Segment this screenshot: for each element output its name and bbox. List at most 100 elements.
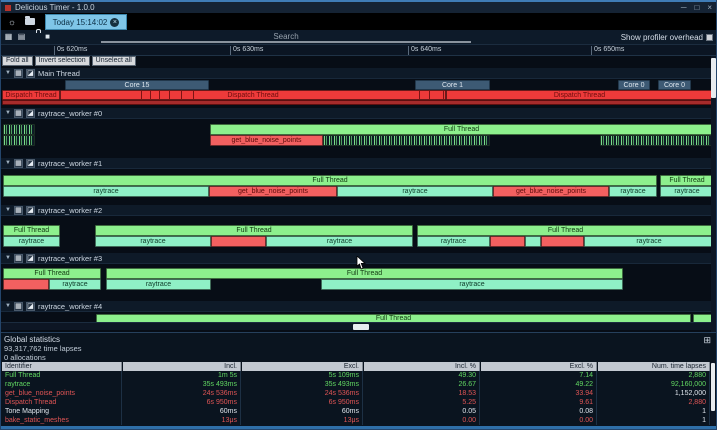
collapse-caret-icon[interactable]: ▼ bbox=[5, 207, 11, 213]
timeline-segment-dispatch-thread[interactable]: Dispatch Thread bbox=[446, 90, 713, 100]
timeline-segment-full-thread[interactable]: Full Thread bbox=[210, 124, 713, 135]
track-header[interactable]: ▼ ▦ ◪ raytrace_worker #0 bbox=[1, 108, 711, 119]
timeline-segment-dispatch-thread[interactable]: Dispatch Thread bbox=[2, 90, 60, 100]
show-profiler-overhead-checkbox[interactable] bbox=[706, 34, 713, 41]
track-chart-icon[interactable]: ◪ bbox=[25, 108, 35, 118]
timeline-segment-full-thread[interactable]: Full Thread bbox=[95, 225, 413, 236]
track-chart-icon[interactable]: ◪ bbox=[25, 158, 35, 168]
minimize-icon[interactable]: ─ bbox=[680, 2, 687, 12]
timeline-segment-raytrace[interactable]: raytrace bbox=[417, 236, 490, 247]
timeline-segment-raytrace[interactable]: raytrace bbox=[321, 279, 623, 290]
track-grid-icon[interactable]: ▦ bbox=[13, 253, 23, 263]
timeline-segment-full-thread[interactable]: Full Thread bbox=[3, 225, 60, 236]
tab-close-icon[interactable]: × bbox=[110, 17, 120, 27]
timeline-area[interactable]: Fold all Invert selection Unselect all ▼ ▦ ◪… bbox=[1, 56, 716, 332]
time-ruler[interactable]: 0s 620ms 0s 630ms 0s 640ms 0s 650ms bbox=[1, 45, 716, 56]
action-button-unselect-all[interactable]: Unselect all bbox=[91, 56, 136, 66]
stats-vertical-scrollbar-thumb[interactable] bbox=[711, 363, 715, 411]
track-header[interactable]: ▼ ▦ ◪ raytrace_worker #3 bbox=[1, 253, 711, 264]
stats-column-header[interactable]: Excl. % bbox=[481, 362, 597, 371]
stats-column-header[interactable]: Incl. bbox=[123, 362, 241, 371]
timeline-segment[interactable] bbox=[2, 100, 713, 105]
track-header[interactable]: ▼ ▦ ◪ raytrace_worker #1 bbox=[1, 158, 711, 169]
stats-table-row[interactable]: Full Thread 1m 5s 5s 109ms 49.30 7.14 2,880 bbox=[2, 371, 710, 380]
timeline-segment-full-thread[interactable]: Full Thread bbox=[3, 175, 657, 186]
timeline-segment-raytrace[interactable]: raytrace bbox=[49, 279, 101, 290]
track-header[interactable]: ▼ ▦ ◪ raytrace_worker #2 bbox=[1, 205, 711, 216]
timeline-segment-core-15[interactable]: Core 15 bbox=[65, 80, 209, 90]
stop-icon[interactable]: ■ bbox=[45, 32, 50, 41]
stats-column-header[interactable]: Num. time lapses bbox=[598, 362, 710, 371]
timeline-segment-dispatch-thread[interactable]: Dispatch Thread bbox=[60, 90, 446, 100]
stats-table-row[interactable]: bake_static_meshes 13μs 13μs 0.00 0.00 1 bbox=[2, 416, 710, 425]
timeline-segment[interactable] bbox=[211, 236, 266, 247]
timeline-segment[interactable] bbox=[541, 236, 584, 247]
timeline-segment[interactable] bbox=[525, 236, 541, 247]
document-icon[interactable]: ▤ bbox=[17, 32, 26, 41]
gear-icon[interactable]: ☼ bbox=[7, 16, 17, 27]
timeline-segment-get-blue-noise-points[interactable]: get_blue_noise_points bbox=[210, 135, 323, 146]
tab-session[interactable]: Today 15:14:02 × bbox=[45, 14, 127, 30]
timeline-segment-raytrace[interactable]: raytrace bbox=[584, 236, 714, 247]
timeline-segment-get-blue-noise-points[interactable]: get_blue_noise_points bbox=[209, 186, 337, 197]
timeline-segment-get-blue-noise-points[interactable]: get_blue_noise_points bbox=[493, 186, 609, 197]
timeline-segment-raytrace[interactable]: raytrace bbox=[3, 236, 60, 247]
collapse-caret-icon[interactable]: ▼ bbox=[5, 255, 11, 261]
track-grid-icon[interactable]: ▦ bbox=[13, 68, 23, 78]
timeline-segment[interactable] bbox=[490, 236, 525, 247]
timeline-segment[interactable] bbox=[3, 124, 35, 135]
timeline-segment-full-thread[interactable]: Full Thread bbox=[660, 175, 714, 186]
stats-column-header[interactable]: Incl. % bbox=[364, 362, 480, 371]
timeline-segment-raytrace[interactable]: raytrace bbox=[3, 186, 209, 197]
collapse-caret-icon[interactable]: ▼ bbox=[5, 110, 11, 116]
table-layout-icon[interactable]: ⊞ bbox=[703, 335, 711, 345]
timeline-segment-full-thread[interactable]: Full Thread bbox=[3, 268, 101, 279]
track-chart-icon[interactable]: ◪ bbox=[25, 205, 35, 215]
track-header[interactable]: ▼ ▦ ◪ raytrace_worker #4 bbox=[1, 301, 711, 312]
collapse-caret-icon[interactable]: ▼ bbox=[5, 160, 11, 166]
timeline-segment-raytrace[interactable]: raytrace bbox=[95, 236, 211, 247]
collapse-caret-icon[interactable]: ▼ bbox=[5, 70, 11, 76]
track-grid-icon[interactable]: ▦ bbox=[13, 301, 23, 311]
stats-column-header[interactable]: Identifier bbox=[2, 362, 122, 371]
timeline-segment-raytrace[interactable]: raytrace bbox=[106, 279, 211, 290]
action-button-fold-all[interactable]: Fold all bbox=[2, 56, 33, 66]
track-chart-icon[interactable]: ◪ bbox=[25, 301, 35, 311]
collapse-caret-icon[interactable]: ▼ bbox=[5, 303, 11, 309]
track-grid-icon[interactable]: ▦ bbox=[13, 108, 23, 118]
timeline-segment-core-0[interactable]: Core 0 bbox=[658, 80, 691, 90]
timeline-segment-core-0[interactable]: Core 0 bbox=[618, 80, 650, 90]
track-chart-icon[interactable]: ◪ bbox=[25, 68, 35, 78]
track-chart-icon[interactable]: ◪ bbox=[25, 253, 35, 263]
stats-column-header[interactable]: Excl. bbox=[242, 362, 363, 371]
timeline-segment[interactable] bbox=[3, 135, 35, 146]
track-grid-icon[interactable]: ▦ bbox=[13, 158, 23, 168]
horizontal-scrollbar-thumb[interactable] bbox=[353, 324, 369, 330]
horizontal-scrollbar[interactable] bbox=[1, 322, 711, 330]
close-icon[interactable]: × bbox=[707, 2, 712, 12]
timeline-vertical-scrollbar[interactable] bbox=[711, 56, 716, 332]
timeline-segment-raytrace[interactable]: raytrace bbox=[337, 186, 493, 197]
stats-vertical-scrollbar[interactable] bbox=[711, 362, 715, 426]
timeline-segment-full-thread[interactable]: Full Thread bbox=[417, 225, 714, 236]
maximize-icon[interactable]: □ bbox=[694, 2, 700, 12]
timeline-segment-raytrace[interactable]: raytrace bbox=[660, 186, 714, 197]
timeline-segment-raytrace[interactable]: raytrace bbox=[266, 236, 413, 247]
open-folder-icon[interactable] bbox=[23, 15, 37, 28]
timeline-segment[interactable] bbox=[323, 135, 490, 146]
stats-table-row[interactable]: raytrace 35s 493ms 35s 493ms 26.67 49.22 92,1… bbox=[2, 380, 710, 389]
stats-table-row[interactable]: Tone Mapping 60ms 60ms 0.05 0.08 1 bbox=[2, 407, 710, 416]
timeline-segment-raytrace[interactable]: raytrace bbox=[609, 186, 657, 197]
action-button-invert-selection[interactable]: Invert selection bbox=[34, 56, 90, 66]
search-input[interactable] bbox=[101, 31, 471, 43]
timeline-segment[interactable] bbox=[600, 135, 713, 146]
grid-view-icon[interactable]: ▦ bbox=[4, 32, 13, 41]
stats-table-row[interactable]: get_blue_noise_points 24s 536ms 24s 536ms 1… bbox=[2, 389, 710, 398]
timeline-vertical-scrollbar-thumb[interactable] bbox=[711, 58, 716, 98]
timeline-segment-core-1[interactable]: Core 1 bbox=[415, 80, 490, 90]
timeline-segment[interactable] bbox=[3, 279, 49, 290]
stats-table-row[interactable]: Dispatch Thread 6s 950ms 6s 950ms 5.25 9.61 2… bbox=[2, 398, 710, 407]
track-header[interactable]: ▼ ▦ ◪ Main Thread bbox=[1, 68, 711, 79]
lock-icon[interactable] bbox=[30, 32, 39, 41]
timeline-segment-full-thread[interactable]: Full Thread bbox=[106, 268, 623, 279]
